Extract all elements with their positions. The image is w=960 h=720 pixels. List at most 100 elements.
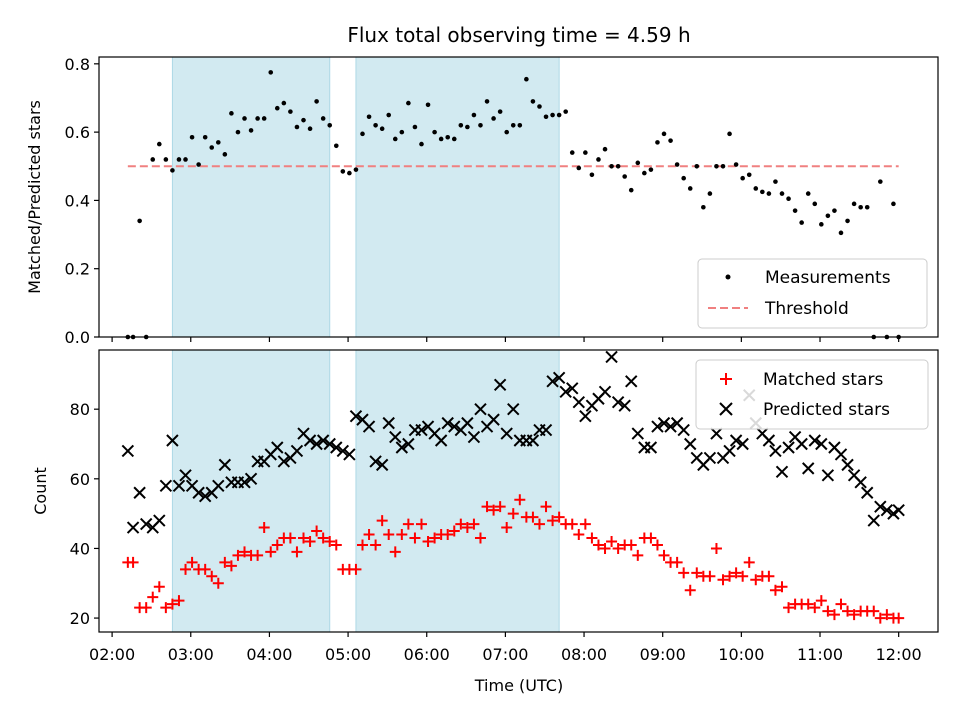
predicted-star-point (566, 382, 579, 395)
predicted-star-point (395, 441, 409, 454)
predicted-star-point (821, 469, 835, 482)
top-legend-box (697, 258, 928, 329)
measurement-point (760, 189, 765, 195)
bottom-shaded-intervals (171, 349, 560, 633)
measurement-point (137, 218, 142, 224)
predicted-star-point (487, 413, 500, 426)
measurement-point (589, 172, 595, 178)
matched-star-point (166, 598, 178, 610)
predicted-star-point (493, 378, 507, 392)
predicted-star-point (218, 458, 232, 472)
predicted-star-point (271, 441, 284, 454)
predicted-star-point (238, 476, 251, 489)
measurement-point (406, 100, 411, 106)
measurement-point (445, 134, 451, 140)
matched-star-point (304, 535, 316, 547)
matched-star-point (455, 518, 467, 530)
bottom-legend: Matched stars Predicted stars (695, 359, 929, 430)
matched-star-point (828, 609, 840, 621)
measurement-point (694, 163, 700, 169)
measurement-point (740, 175, 745, 181)
y-tick-label: 60 (70, 470, 90, 489)
shaded-interval-1 (355, 56, 560, 338)
predicted-star-point (552, 371, 566, 385)
predicted-star-point (159, 479, 173, 492)
matched-star-point (566, 518, 578, 530)
predicted-star-points (121, 350, 905, 534)
predicted-star-point (467, 430, 481, 444)
measurement-point (392, 136, 398, 142)
matched-star-point (265, 546, 277, 558)
matched-star-point (704, 570, 716, 582)
y-tick-label: 0.8 (65, 55, 90, 74)
measurement-point (727, 131, 732, 137)
predicted-star-point (290, 444, 304, 458)
matched-star-point (658, 549, 670, 561)
predicted-star-point (841, 458, 854, 472)
measurement-point (235, 129, 241, 135)
measurement-point (419, 141, 424, 147)
measurement-point (484, 99, 490, 104)
measurement-point (478, 122, 483, 128)
predicted-star-point (854, 476, 867, 489)
predicted-star-point (644, 441, 658, 454)
measurement-point (366, 114, 372, 120)
predicted-star-point (703, 451, 717, 465)
predicted-star-point (448, 420, 461, 433)
matched-star-point (199, 563, 211, 575)
y-tick-label: 20 (70, 609, 90, 628)
measurement-point (635, 160, 641, 166)
measurement-point (851, 201, 857, 207)
shaded-interval-0 (171, 56, 331, 338)
matched-star-point (186, 556, 198, 568)
matched-star-point (429, 532, 441, 544)
matched-star-point (147, 591, 159, 603)
measurement-point (412, 124, 418, 130)
matched-star-point (842, 605, 854, 617)
measurement-point (333, 143, 339, 149)
matched-star-point (271, 539, 283, 551)
predicted-star-point (166, 434, 179, 447)
matched-star-points (122, 494, 905, 624)
measurement-point (838, 230, 844, 236)
matched-star-point (180, 563, 192, 575)
measurement-point (707, 191, 713, 196)
predicted-star-point (782, 441, 795, 454)
predicted-star-point (775, 465, 789, 479)
measurement-point (183, 157, 188, 162)
measurement-point (556, 112, 562, 118)
measurement-point (773, 179, 778, 184)
matched-star-point (206, 570, 218, 582)
matched-star-point (533, 518, 545, 530)
predicted-star-point (546, 375, 559, 388)
matched-star-point (448, 525, 460, 537)
measurement-point (517, 122, 523, 128)
predicted-star-point (369, 455, 382, 468)
y-tick-label: 0.0 (65, 328, 90, 347)
legend-measurements-marker (725, 274, 731, 280)
measurement-point (766, 191, 772, 196)
bottom-y-ticks: 20 40 60 80 (70, 400, 99, 628)
measurement-point (792, 208, 798, 213)
predicted-star-point (336, 444, 350, 458)
measurement-point (189, 134, 195, 140)
measurement-point (550, 112, 555, 118)
legend-matched-marker (720, 373, 732, 385)
matched-star-point (592, 539, 604, 551)
x-tick-label: 11:00 (797, 645, 843, 664)
matched-star-point (225, 560, 237, 572)
matched-star-point (317, 532, 329, 544)
top-axes-frame (98, 56, 939, 338)
measurement-point (491, 116, 496, 121)
matched-star-point (632, 549, 644, 561)
measurement-point (281, 100, 287, 106)
matched-star-point (409, 532, 421, 544)
predicted-star-point (874, 500, 887, 513)
chart-title: Flux total observing time = 4.59 h (347, 23, 690, 47)
measurement-point (746, 172, 752, 178)
predicted-star-point (605, 350, 618, 364)
top-x-ticks (111, 337, 900, 342)
matched-star-point (540, 501, 552, 513)
matched-star-point (750, 574, 762, 586)
